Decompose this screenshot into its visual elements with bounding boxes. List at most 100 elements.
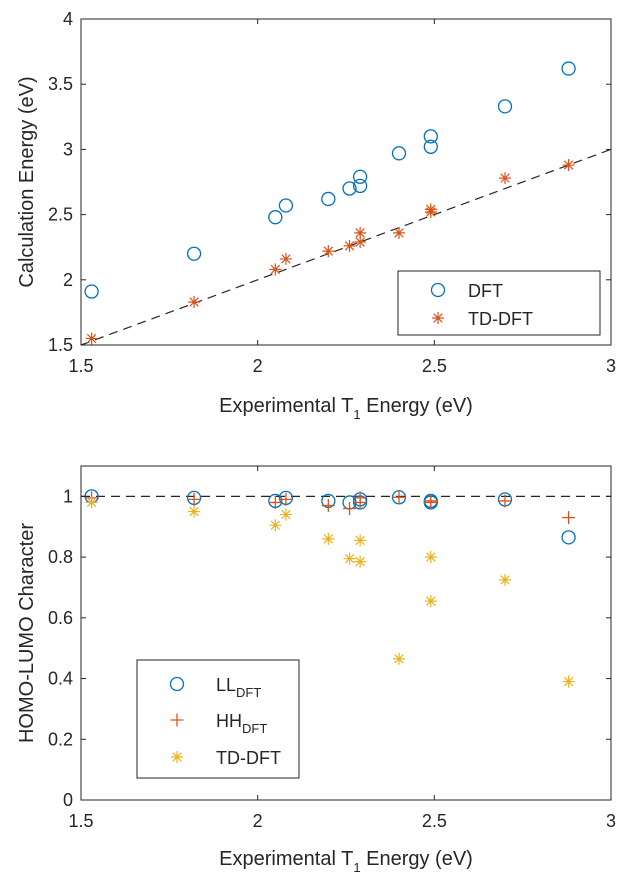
top-legend: DFT TD-DFT	[397, 270, 601, 336]
series-dft	[84, 61, 576, 299]
y-tick-label: 0.8	[48, 547, 73, 567]
legend-td-dft-label-2: TD-DFT	[216, 748, 281, 768]
data-point	[269, 263, 282, 276]
data-point	[393, 652, 405, 665]
data-point	[84, 284, 99, 299]
data-point	[354, 534, 367, 547]
data-point	[354, 226, 367, 239]
bottom-chart-marks	[81, 489, 611, 688]
data-point	[424, 495, 438, 509]
legend-ll-dft-marker	[169, 676, 185, 692]
data-point	[562, 511, 576, 525]
legend-ll-dft-label: LLDFT	[216, 675, 261, 700]
bottom-legend-box	[136, 659, 300, 779]
data-point	[391, 146, 407, 161]
legend-marker	[171, 751, 183, 763]
data-point	[279, 252, 292, 265]
legend-dft-marker	[430, 282, 446, 298]
data-point	[352, 178, 368, 194]
bottom-x-axis-label: Experimental T1 Energy (eV)	[219, 848, 473, 875]
data-point	[498, 494, 512, 508]
x-tick-label: 2.5	[422, 356, 447, 376]
bottom-chart: 1.5 2 2.5 3 0 0.2 0.4 0.6 0.8 1 Experimental T1 E…	[16, 465, 616, 875]
y-tick-label: 0.6	[48, 608, 73, 628]
y-tick-label: 1.5	[48, 335, 73, 355]
data-point	[188, 505, 201, 518]
data-point	[561, 61, 576, 76]
legend-td-dft-marker	[432, 312, 444, 324]
data-point	[322, 532, 335, 545]
legend-dft-label: DFT	[468, 281, 503, 301]
x-tick-label: 1.5	[68, 811, 93, 831]
data-point	[354, 555, 367, 568]
x-tick-label: 1.5	[68, 356, 93, 376]
data-point	[393, 226, 405, 239]
x-tick-label: 2.5	[422, 811, 447, 831]
data-point	[352, 169, 368, 184]
data-point	[499, 172, 511, 185]
data-point	[561, 530, 576, 545]
data-point	[187, 492, 201, 506]
data-point	[186, 246, 202, 261]
series-hh	[85, 490, 576, 525]
data-point	[354, 235, 367, 248]
top-y-axis-label: Calculation Energy (eV)	[16, 76, 38, 287]
series-td-dft	[85, 159, 575, 345]
bottom-y-axis-label: HOMO-LUMO Character	[16, 523, 38, 743]
data-point	[423, 139, 438, 154]
top-chart-marks	[80, 61, 612, 346]
data-point	[497, 99, 513, 114]
data-point	[279, 492, 293, 506]
data-point	[392, 490, 406, 504]
data-point	[268, 210, 283, 225]
legend-td-dft-marker-2	[171, 751, 183, 763]
data-point	[423, 129, 438, 144]
data-point	[353, 491, 367, 505]
data-point	[343, 502, 357, 516]
legend-marker	[432, 312, 444, 324]
x-tick-label: 3	[606, 356, 616, 376]
data-point	[343, 552, 356, 565]
y-tick-label: 0.4	[48, 669, 73, 689]
y-tick-label: 3	[63, 139, 73, 159]
legend-hh-dft-label: HHDFT	[216, 711, 267, 736]
data-point	[278, 198, 294, 213]
data-point	[343, 239, 356, 252]
reference-line	[80, 148, 612, 346]
y-tick-label: 1	[63, 486, 73, 506]
legend-td-dft-label: TD-DFT	[468, 309, 533, 329]
y-tick-label: 0.2	[48, 729, 73, 749]
data-point	[321, 498, 335, 512]
top-chart: 1.5 2 2.5 3 1.5 2 2.5 3 3.5 4 Experimental T1 Ene…	[16, 9, 616, 422]
y-tick-label: 4	[63, 9, 73, 29]
data-point	[269, 519, 282, 532]
x-tick-label: 2	[253, 811, 263, 831]
data-point	[279, 508, 292, 521]
y-tick-label: 2	[63, 270, 73, 290]
data-point	[342, 181, 357, 196]
bottom-legend: LLDFT HHDFT TD-DFT	[136, 659, 300, 779]
y-tick-label: 0	[63, 790, 73, 810]
data-point	[562, 159, 575, 172]
top-legend-box	[397, 270, 601, 336]
data-point	[424, 595, 437, 608]
y-tick-label: 3.5	[48, 74, 73, 94]
data-point	[85, 496, 98, 509]
bottom-chart-ticks: 1.5 2 2.5 3 0 0.2 0.4 0.6 0.8 1	[48, 466, 616, 831]
legend-marker	[430, 282, 446, 298]
data-point	[321, 191, 336, 207]
x-tick-label: 2	[253, 356, 263, 376]
data-point	[85, 332, 98, 345]
x-tick-label: 3	[606, 811, 616, 831]
data-point	[424, 203, 437, 216]
legend-marker	[169, 676, 185, 692]
data-point	[322, 245, 335, 258]
top-x-axis-label: Experimental T1 Energy (eV)	[219, 395, 473, 422]
series-td-dft	[85, 496, 575, 688]
data-point	[562, 675, 575, 688]
data-point	[424, 551, 437, 564]
data-point	[499, 573, 511, 586]
top-chart-ticks: 1.5 2 2.5 3 1.5 2 2.5 3 3.5 4	[48, 9, 616, 376]
data-point	[188, 295, 201, 308]
